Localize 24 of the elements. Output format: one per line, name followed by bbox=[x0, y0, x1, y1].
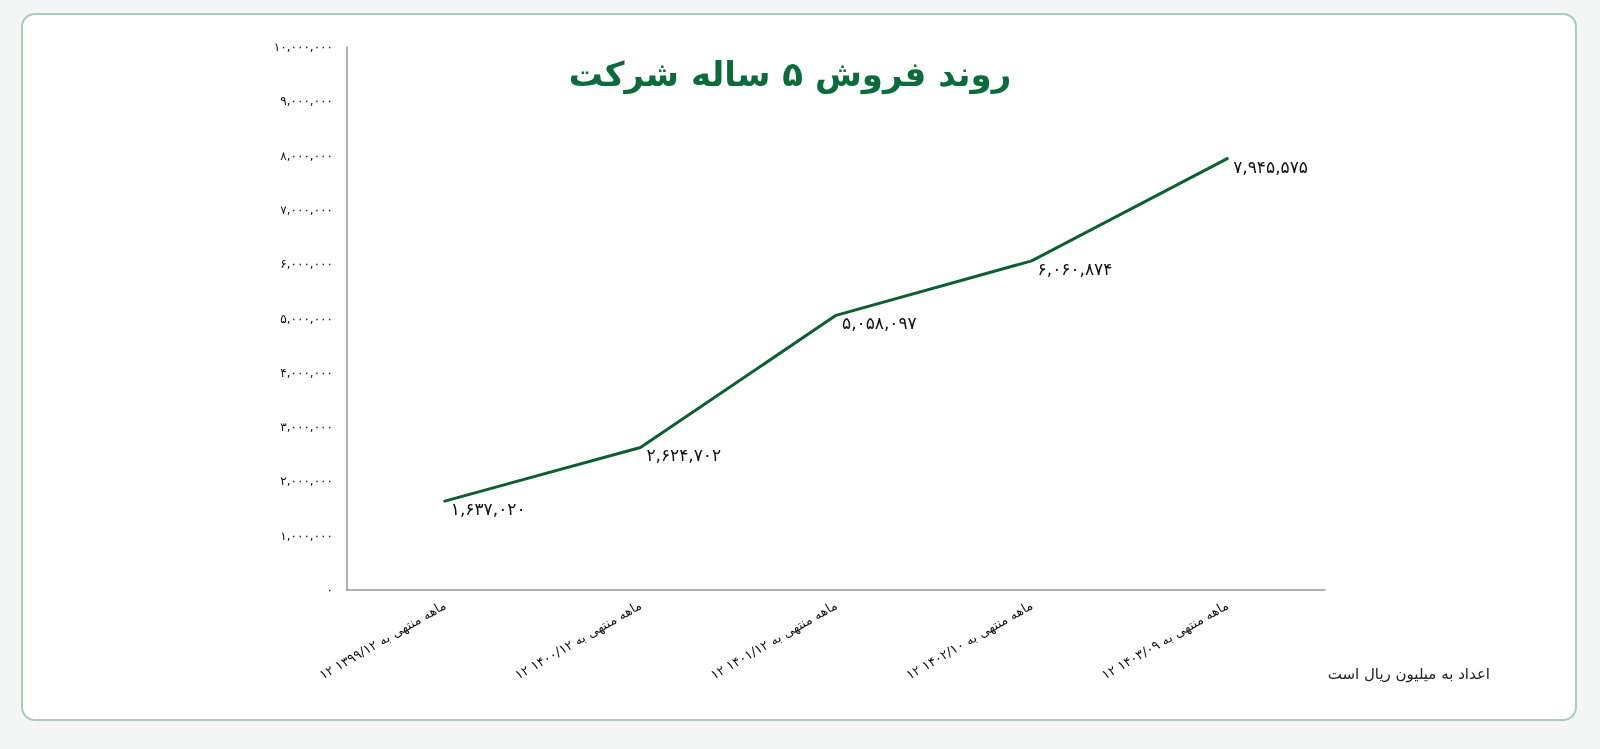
y-tick-label: ۲,۰۰۰,۰۰۰ bbox=[280, 474, 333, 489]
x-tick-label: ۱۲ ماهه منتهی به ۱۴۰۰/۱۲ bbox=[512, 597, 645, 684]
text: اعداد به میلیون ریال است bbox=[1327, 664, 1491, 683]
y-tick-label: ۹,۰۰۰,۰۰۰ bbox=[280, 94, 333, 109]
data-label: ۱,۶۳۷,۰۲۰ bbox=[450, 499, 526, 520]
data-label: ۶,۰۶۰,۸۷۴ bbox=[1037, 258, 1113, 279]
y-tick-label: ۱,۰۰۰,۰۰۰ bbox=[280, 528, 333, 543]
data-label: ۵,۰۵۸,۰۹۷ bbox=[842, 313, 917, 334]
x-tick-label: ۱۲ ماهه منتهی به ۱۴۰۱/۱۲ bbox=[707, 597, 841, 684]
x-tick-label: ۱۲ ماهه منتهی به ۱۴۰۳/۰۹ bbox=[1099, 597, 1232, 684]
y-tick-label: ۴,۰۰۰,۰۰۰ bbox=[280, 365, 333, 380]
data-label: ۷,۹۴۵,۵۷۵ bbox=[1233, 156, 1308, 177]
y-tick-label: ۶,۰۰۰,۰۰۰ bbox=[280, 257, 333, 272]
y-tick-label: ۰ bbox=[326, 583, 333, 597]
data-label: ۲,۶۲۴,۷۰۲ bbox=[646, 445, 722, 466]
y-tick-label: ۵,۰۰۰,۰۰۰ bbox=[280, 311, 333, 326]
y-tick-label: ۷,۰۰۰,۰۰۰ bbox=[280, 202, 333, 217]
chart-title: روند فروش ۵ ساله شرکت bbox=[568, 54, 1012, 95]
y-tick-label: ۸,۰۰۰,۰۰۰ bbox=[280, 148, 333, 163]
y-tick-label: ۳,۰۰۰,۰۰۰ bbox=[280, 420, 333, 435]
x-tick-label: ۱۲ ماهه منتهی به ۱۳۹۹/۱۲ bbox=[316, 597, 450, 684]
y-tick-label: ۱۰,۰۰۰,۰۰۰ bbox=[273, 40, 333, 54]
line-series bbox=[443, 157, 1229, 503]
x-tick-label: ۱۲ ماهه منتهی به ۱۴۰۲/۱۰ bbox=[903, 597, 1036, 684]
